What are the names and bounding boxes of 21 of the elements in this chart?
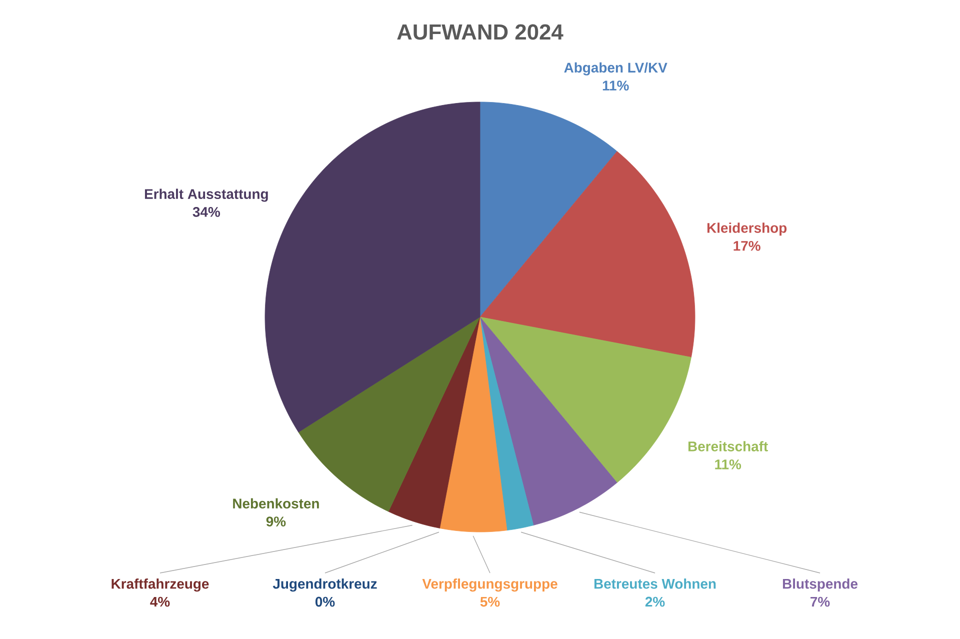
slice-label: Verpflegungsgruppe bbox=[422, 578, 558, 592]
chart-title: AUFWAND 2024 bbox=[397, 24, 564, 40]
slice-label: Kraftfahrzeuge bbox=[112, 578, 209, 592]
data-label: 2% bbox=[645, 596, 665, 607]
text: 0% bbox=[315, 596, 335, 607]
data-label: 11% bbox=[602, 80, 629, 90]
slice-label: Nebenkosten bbox=[233, 498, 319, 509]
slice-label: Erhalt Ausstattung bbox=[144, 188, 268, 202]
data-label: 7% bbox=[810, 596, 830, 607]
data-label: 11% bbox=[715, 459, 742, 470]
slice-label: Blutspende bbox=[782, 578, 858, 592]
data-label: 4% bbox=[150, 596, 170, 607]
data-label: 9% bbox=[266, 516, 286, 526]
slice-label: Abgaben LV/KV bbox=[564, 62, 668, 76]
slice-label: Bereitschaft bbox=[688, 441, 768, 452]
category-label: Jugendrotkreuz bbox=[272, 578, 377, 592]
slice-label: Betreutes Wohnen bbox=[594, 578, 716, 589]
data-label: 17% bbox=[734, 240, 760, 251]
slice-label: Kleidershop bbox=[707, 222, 787, 236]
data-label: 5% bbox=[480, 596, 500, 607]
data-label: 34% bbox=[192, 207, 220, 217]
